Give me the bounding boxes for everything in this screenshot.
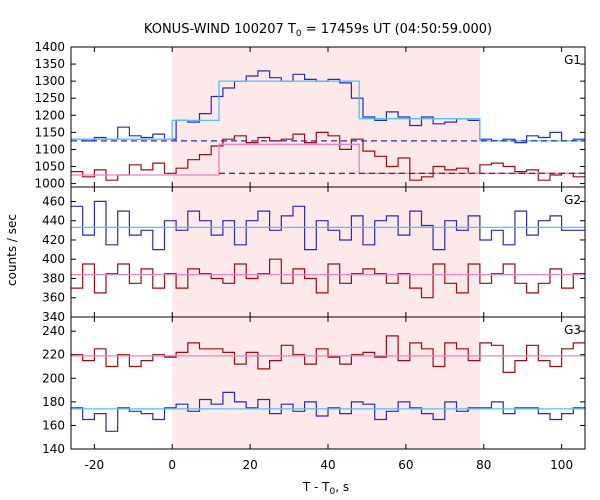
panel-g1-ytick-label: 1300	[34, 74, 65, 88]
panel-g1-series-red	[71, 131, 585, 181]
panel-g1-ytick-label: 1400	[34, 40, 65, 54]
panel-g2-ytick-label: 420	[42, 233, 65, 247]
panel-g3-label: G3	[564, 323, 581, 337]
panel-g2-ytick-label: 400	[42, 252, 65, 266]
panel-g1-ytick-label: 1100	[34, 142, 65, 156]
panel-g1-data	[71, 70, 585, 181]
panel-g1-ytick-label: 1350	[34, 57, 65, 71]
panel-g1-model-pink	[71, 143, 585, 176]
panel-g2-ytick-label: 440	[42, 214, 65, 228]
panel-g2-ytick-label: 460	[42, 194, 65, 208]
axes-layer	[71, 46, 585, 450]
panel-g2-ytick-label: 380	[42, 271, 65, 285]
highlight-interval	[172, 47, 480, 449]
panel-g2-label: G2	[564, 193, 581, 207]
data-layer	[71, 70, 585, 432]
xtick-label: 80	[476, 458, 491, 472]
xtick-label: -20	[85, 458, 105, 472]
panel-g1-ytick-label: 1000	[34, 177, 65, 191]
panel-g3-ytick-label: 240	[42, 324, 65, 338]
panel-g2-ytick-label: 340	[42, 310, 65, 324]
panel-g3-ytick-label: 160	[42, 418, 65, 432]
panel-g3-ytick-label: 180	[42, 395, 65, 409]
panel-g3-data	[71, 335, 585, 432]
panel-g3-frame	[70, 316, 586, 450]
panel-g1-ytick-label: 1150	[34, 125, 65, 139]
highlight-interval-layer	[172, 47, 480, 449]
x-axis-title: T - T0, s	[302, 480, 349, 497]
panel-g2-series-red	[71, 258, 585, 299]
xtick-label: 60	[398, 458, 413, 472]
panel-g3-series-red	[71, 335, 585, 373]
panel-g1-ytick-label: 1250	[34, 91, 65, 105]
frame-layer	[70, 46, 586, 450]
xtick-label: 0	[168, 458, 176, 472]
chart-title: KONUS-WIND 100207 T0 = 17459s UT (04:50:…	[144, 22, 492, 39]
xtick-label: 40	[320, 458, 335, 472]
xtick-label: 20	[242, 458, 257, 472]
panel-g1-label: G1	[564, 53, 581, 67]
panel-g1-ytick-label: 1200	[34, 108, 65, 122]
panel-g1-ytick-label: 1050	[34, 160, 65, 174]
panel-g3-ytick-label: 140	[42, 442, 65, 456]
panel-g2-ytick-label: 360	[42, 291, 65, 305]
y-axis-title: counts / sec	[5, 214, 19, 286]
labels-layer: 100010501100115012001250130013501400G134…	[34, 40, 581, 472]
panel-g2-data	[71, 200, 585, 299]
panel-g3-series-blue	[71, 391, 585, 432]
xtick-label: 100	[550, 458, 573, 472]
panel-g3-ytick-label: 220	[42, 348, 65, 362]
panel-g2-series-blue	[71, 200, 585, 251]
panel-g1-model-lightblue	[71, 80, 585, 142]
panel-g3-ytick-label: 200	[42, 371, 65, 385]
